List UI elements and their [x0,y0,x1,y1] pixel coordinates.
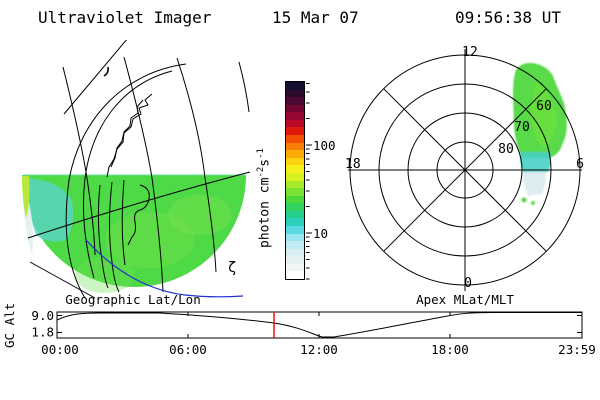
xtick-0600: 06:00 [169,342,207,357]
xtick-1800: 18:00 [431,342,469,357]
coastlines [97,66,153,293]
observation-time: 09:56:38 UT [455,8,561,27]
colorbar-unit-label: photon cm-2s-1 [256,148,272,248]
polar-labels: 12 18 6 0 80 70 60 [345,45,584,291]
mlt-label-12: 12 [462,45,478,60]
limb-arc-outer [65,63,187,299]
observation-date: 15 Mar 07 [272,8,359,27]
gc-alt-ylabel: GC Alt [2,303,17,348]
status-col-mode: Mode: Normal Dsp: -7.1 [245,363,335,400]
xtick-0000: 00:00 [41,342,79,357]
colorbar-ticks [306,83,312,280]
map-caption: Geographic Lat/Lon [65,292,200,307]
colorbar-exponent: -2 [256,166,266,178]
oblique-grid-line [29,261,96,299]
zeta-island-glyph: ζ [228,260,236,276]
mlt-label-6: 6 [576,157,584,172]
mlt-label-0: 0 [464,276,472,291]
instrument-title: Ultraviolet Imager [38,8,212,27]
oblique-grid-line [63,40,127,115]
colorbar-unit-prefix: photon cm [257,177,273,248]
polar-grid [348,49,582,291]
polar-caption: Apex MLat/MLT [416,292,514,307]
ytick-1-8: 1.8 [31,325,54,340]
time-axis-labels: 00:00 06:00 12:00 18:00 23:59 [41,342,596,357]
status-glat: GLat: -52.0 [485,397,568,400]
meridian-line [62,66,96,256]
status-col-door: Door: Open Gain: 14 [125,363,200,400]
spoke-diagonal [383,88,547,252]
map-graticule [27,40,251,299]
status-door: Door: Open [125,397,200,400]
mlt-label-18: 18 [345,157,361,172]
colorbar-tick-10: 10 [313,226,329,241]
colorbar-unit-s: s [257,158,273,167]
status-gc-alt: GC Alt: 5.4 Re [365,397,470,400]
meridian-line [123,56,164,293]
colorbar-exponent: -1 [256,148,266,159]
apex-polar-panel: 12 18 6 0 80 70 60 [345,45,584,291]
limb-arc-inner [82,70,173,279]
limb-yellow-sliver [22,176,30,218]
axis-ticks [57,312,582,338]
aurora-patch [513,62,567,205]
meridian-line [238,61,250,113]
colorbar-tick-100: 100 [313,138,336,153]
xtick-2359: 23:59 [558,342,596,357]
island-mark [103,66,109,77]
mlat-label-80: 80 [498,142,514,157]
limb-cyan-patch [26,178,74,242]
mlat-label-70: 70 [514,120,530,135]
mlat-label-60: 60 [536,99,552,114]
meridian-line [176,57,217,273]
gc-alt-chart: Geographic Lat/Lon Apex MLat/MLT GC Alt … [2,292,596,357]
status-col-gcalt: GC Alt: 5.4 Re Seq: 39 [365,363,470,400]
terminator-line [85,239,244,298]
geographic-map-panel: ζ [22,40,251,299]
xtick-1200: 12:00 [300,342,338,357]
status-col-flt: Flt: LBHL IP: 36.0 [10,363,78,400]
latitude-line [27,171,251,239]
colorbar-gradient [285,81,305,280]
status-mode: Mode: Normal [245,397,335,400]
gc-alt-curve [56,312,582,338]
status-flt: Flt: LBHL [10,397,78,400]
earth-dayglow-disk [22,173,246,293]
status-col-glat: GLat: -52.0 GLon: 354.4 [485,363,568,400]
ytick-9: 9.0 [31,308,54,323]
